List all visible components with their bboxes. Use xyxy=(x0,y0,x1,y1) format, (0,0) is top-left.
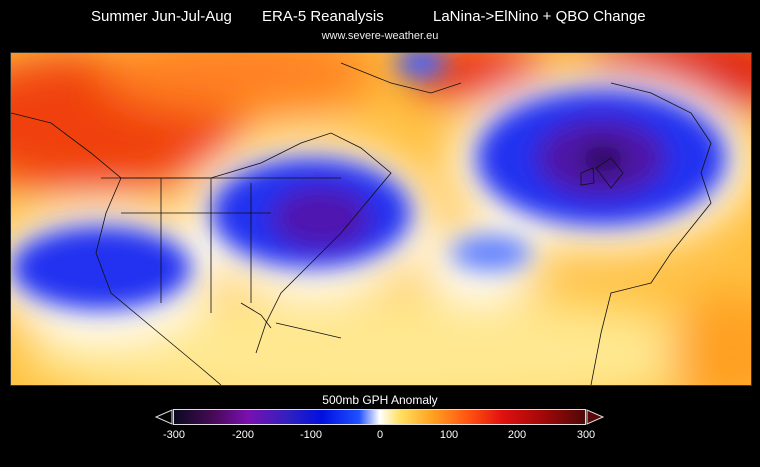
title-season: Summer Jun-Jul-Aug xyxy=(91,8,232,25)
colorbar-tick: 0 xyxy=(376,429,384,441)
colorbar-tick: 100 xyxy=(439,429,459,441)
colorbar-tick: -100 xyxy=(299,429,323,441)
colorbar xyxy=(173,409,586,425)
low-west-us xyxy=(11,226,191,310)
colorbar-tick: 200 xyxy=(507,429,527,441)
coastlines xyxy=(11,62,712,385)
colorbar-tick: 300 xyxy=(576,429,596,441)
title-composite: LaNina->ElNino + QBO Change xyxy=(433,8,646,25)
colorbar-tick: -200 xyxy=(231,429,255,441)
map-title: Summer Jun-Jul-Aug ERA-5 Reanalysis LaNi… xyxy=(0,8,760,76)
website-credit: www.severe-weather.eu xyxy=(321,30,439,42)
colorbar-title: 500mb GPH Anomaly xyxy=(322,393,438,407)
title-dataset: ERA-5 Reanalysis xyxy=(262,8,384,25)
colorbar-max-arrow xyxy=(586,409,604,425)
anomaly-map xyxy=(10,52,752,386)
colorbar-min-arrow xyxy=(155,409,173,425)
colorbar-tick: -300 xyxy=(162,429,186,441)
